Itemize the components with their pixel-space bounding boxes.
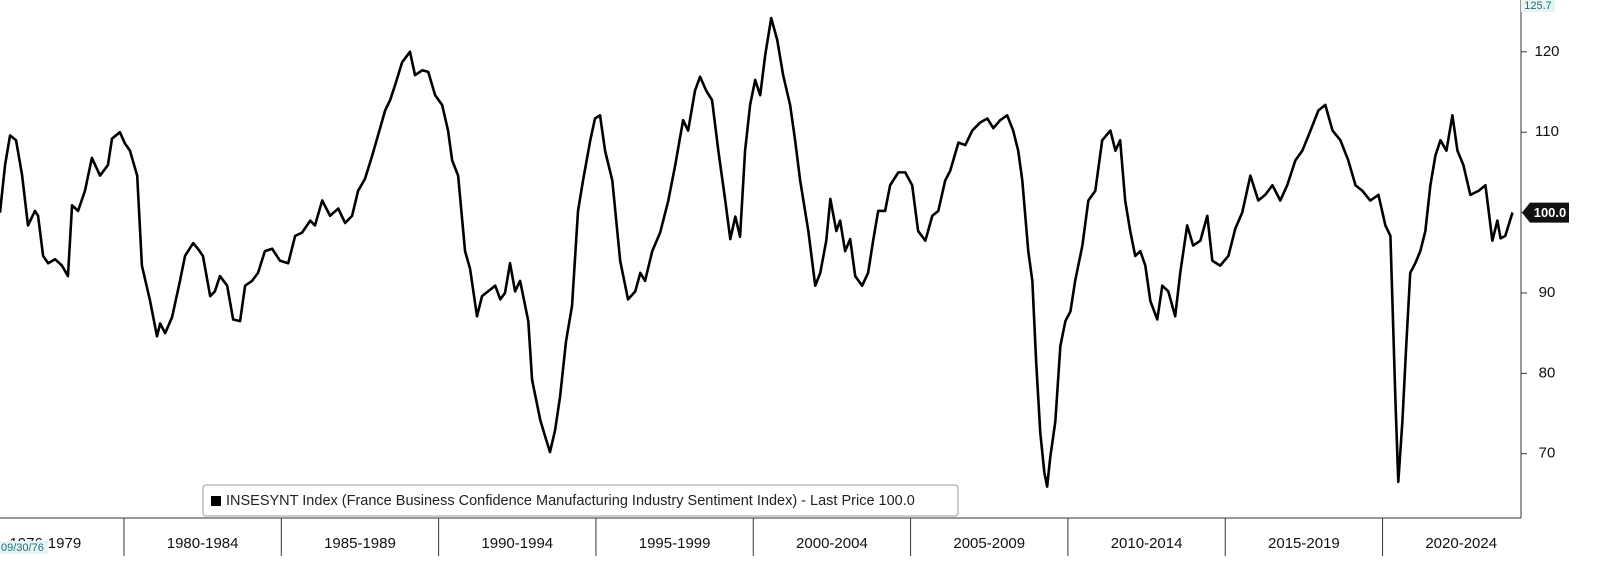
start-date-bg [0,541,48,554]
x-period-label: 2005-2009 [953,535,1025,552]
legend-swatch [211,496,221,506]
x-period-label: 2000-2004 [796,535,868,552]
axes [0,0,1522,519]
ylim-label: 125.7 [1524,0,1552,12]
x-period-label: 2010-2014 [1111,535,1183,552]
y-tick-label: 80 [1539,364,1556,381]
x-period-label: 1985-1989 [324,535,396,552]
last-price-tag [1522,202,1569,223]
ylim-label-bg [1521,0,1555,12]
y-tick-label: 90 [1539,284,1556,301]
x-period-label: 2015-2019 [1268,535,1340,552]
legend-label: INSESYNT Index (France Business Confiden… [226,493,915,509]
start-date: 09/30/76 [1,542,44,554]
y-tick-label: 120 [1534,43,1559,60]
y-tick-label: 110 [1535,123,1559,140]
x-period-label: 1990-1994 [481,535,553,552]
legend: INSESYNT Index (France Business Confiden… [202,484,959,517]
x-period-label: 1995-1999 [639,535,711,552]
series-line [0,16,1514,488]
y-tick-label: 70 [1539,445,1556,462]
x-period-label: 1980-1984 [167,535,239,552]
legend-box [202,484,959,517]
x-period-label: 2020-2024 [1425,535,1497,552]
last-price-label: 100.0 [1534,205,1567,220]
